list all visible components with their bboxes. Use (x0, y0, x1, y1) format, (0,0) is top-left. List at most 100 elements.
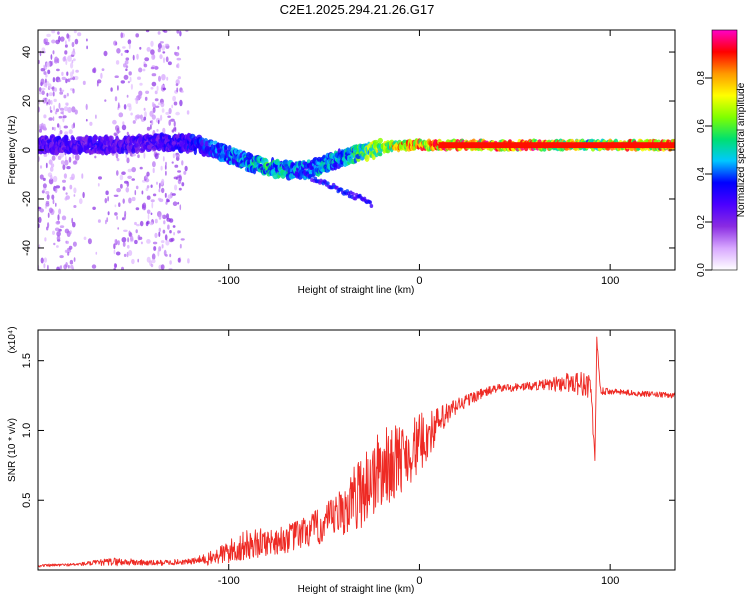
noise-blob (135, 207, 140, 211)
noise-blob (92, 206, 96, 210)
spectrogram-x-tick-label: 0 (416, 275, 422, 287)
noise-blob (145, 90, 150, 95)
noise-blob (179, 30, 182, 37)
noise-blob (126, 181, 130, 188)
noise-blob (137, 258, 139, 263)
noise-blob (131, 196, 136, 202)
noise-blob (121, 171, 126, 175)
noise-blob (121, 124, 127, 131)
noise-blob (41, 90, 45, 95)
noise-blob (45, 162, 48, 169)
noise-blob (157, 119, 160, 125)
noise-blob (48, 159, 53, 165)
noise-blob (146, 239, 151, 244)
noise-blob (59, 107, 65, 111)
noise-blob (166, 198, 169, 203)
noise-blob (61, 71, 64, 76)
noise-blob (43, 71, 47, 75)
noise-blob (73, 194, 76, 197)
noise-blob (72, 221, 76, 228)
noise-blob (180, 90, 184, 93)
noise-blob (165, 170, 167, 176)
ridge-blob (364, 154, 370, 162)
noise-blob (66, 92, 69, 97)
ridge-blob (64, 135, 69, 142)
noise-blob (136, 223, 140, 227)
noise-blob (113, 249, 116, 255)
noise-blob (161, 214, 164, 218)
noise-blob (65, 240, 68, 244)
ridge-blob (213, 140, 218, 145)
noise-blob (134, 115, 138, 121)
noise-blob (183, 170, 187, 175)
noise-blob (43, 153, 48, 157)
noise-blob (120, 53, 123, 56)
noise-blob (64, 44, 68, 48)
noise-blob (156, 128, 159, 132)
noise-blob (45, 191, 50, 195)
noise-blob (161, 74, 166, 81)
noise-blob (172, 153, 175, 159)
noise-blob (60, 160, 65, 165)
noise-blob (163, 57, 165, 64)
noise-blob (175, 153, 180, 158)
noise-blob (62, 110, 64, 116)
noise-blob (66, 71, 69, 76)
colorbar-tick-label: 0.0 (696, 263, 707, 277)
noise-blob (153, 246, 157, 251)
snr-x-tick-label: -100 (218, 575, 240, 587)
noise-blob (43, 263, 46, 269)
noise-blob (161, 45, 166, 51)
noise-blob (131, 178, 135, 181)
noise-blob (116, 188, 121, 193)
colorbar-tick-label: 0.4 (696, 167, 707, 181)
ridge-blob (94, 135, 99, 141)
spectrogram-y-tick-label: 40 (21, 46, 33, 58)
noise-blob (123, 63, 127, 68)
noise-blob (143, 107, 146, 111)
noise-blob (172, 95, 177, 102)
noise-blob (58, 102, 61, 109)
noise-blob (134, 97, 139, 101)
spectrogram-y-tick-label: 0 (21, 147, 33, 153)
noise-blob (56, 245, 59, 248)
noise-blob (63, 264, 68, 270)
noise-blob (64, 159, 69, 166)
noise-blob (163, 249, 167, 256)
noise-blob (53, 105, 55, 111)
noise-blob (53, 59, 59, 64)
noise-blob (61, 215, 67, 221)
noise-blob (45, 73, 48, 78)
noise-blob (41, 190, 45, 194)
noise-blob (82, 80, 86, 85)
noise-blob (64, 50, 68, 55)
noise-blob (151, 81, 157, 87)
noise-blob (85, 103, 88, 110)
noise-blob (106, 217, 109, 223)
noise-blob (173, 101, 178, 106)
noise-blob (177, 63, 180, 69)
noise-blob (179, 243, 182, 249)
noise-blob (74, 109, 78, 115)
noise-blob (48, 178, 54, 185)
noise-blob (146, 47, 151, 52)
noise-blob (141, 203, 144, 210)
noise-blob (178, 175, 183, 182)
noise-blob (51, 194, 55, 200)
noise-blob (176, 87, 179, 93)
noise-blob (69, 77, 74, 80)
noise-blob (135, 33, 139, 38)
noise-blob (63, 125, 68, 129)
noise-blob (116, 158, 120, 162)
noise-blob (163, 220, 166, 225)
noise-blob (120, 32, 123, 39)
noise-blob (135, 229, 138, 234)
noise-blob (174, 52, 180, 57)
noise-blob (100, 72, 103, 79)
noise-blob (62, 56, 66, 62)
spectrogram-panel: -100 0 100 -40 -20 0 20 40 Height of straight l… (7, 29, 676, 296)
noise-blob (42, 177, 46, 181)
noise-blob (170, 237, 175, 242)
noise-blob (149, 221, 154, 226)
noise-blob (61, 76, 66, 81)
